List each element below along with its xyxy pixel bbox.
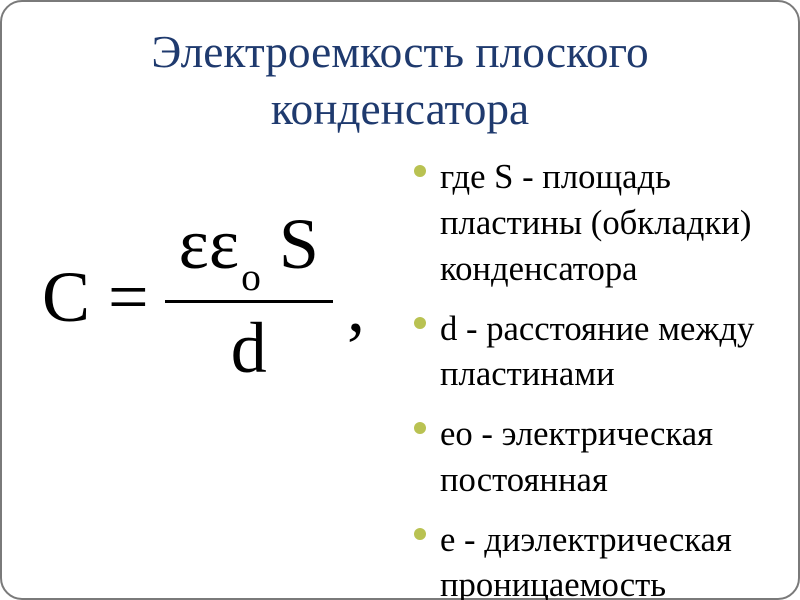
bullet-icon bbox=[414, 165, 426, 177]
fraction-bar bbox=[165, 300, 333, 303]
bullet-list: где S - площадь пластины (обкладки) конд… bbox=[414, 149, 764, 600]
formula-lhs: C = bbox=[42, 256, 159, 339]
list-item: e - диэлектрическая проницаемость диэлек… bbox=[414, 518, 764, 600]
formula-numerator: εεo S bbox=[165, 203, 333, 296]
formula-region: C = εεo S d , bbox=[36, 149, 396, 391]
bullet-icon bbox=[414, 422, 426, 434]
bullet-icon bbox=[414, 528, 426, 540]
bullet-text: eo - электрическая постоянная bbox=[440, 412, 764, 504]
numerator-tail: S bbox=[261, 204, 319, 284]
formula-denominator: d bbox=[217, 307, 281, 391]
formula-fraction: εεo S d bbox=[165, 203, 333, 391]
bullet-text: где S - площадь пластины (обкладки) конд… bbox=[440, 155, 764, 292]
capacitance-formula: C = εεo S d , bbox=[42, 203, 396, 391]
slide-title: Электроемкость плоского конденсатора bbox=[36, 24, 764, 137]
bullet-text: e - диэлектрическая проницаемость диэлек… bbox=[440, 518, 764, 600]
bullet-text: d - расстояние между пластинами bbox=[440, 307, 764, 399]
numerator-main: εε bbox=[179, 204, 239, 284]
list-item: где S - площадь пластины (обкладки) конд… bbox=[414, 155, 764, 292]
numerator-subscript: o bbox=[239, 255, 261, 299]
list-item: d - расстояние между пластинами bbox=[414, 307, 764, 399]
list-item: eo - электрическая постоянная bbox=[414, 412, 764, 504]
bullet-icon bbox=[414, 317, 426, 329]
content-row: C = εεo S d , где S - площадь пластины (… bbox=[36, 149, 764, 600]
formula-trailing: , bbox=[339, 266, 365, 391]
slide-frame: Электроемкость плоского конденсатора C =… bbox=[0, 0, 800, 600]
